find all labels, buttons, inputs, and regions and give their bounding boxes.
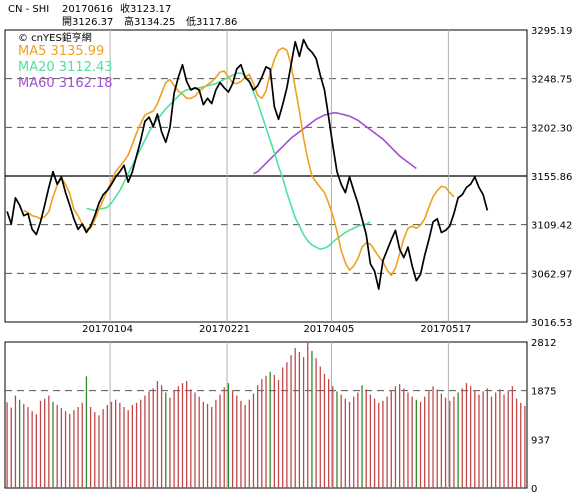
- low-label: 低3117.86: [186, 15, 237, 28]
- series-line-ma60: [253, 112, 417, 175]
- volume-y-tick: 0: [531, 484, 537, 495]
- volume-y-tick: 2812: [531, 338, 556, 349]
- watermark-text: © cnYES鉅亨網: [18, 31, 92, 44]
- legend-ma5: MA5 3135.99: [18, 44, 104, 59]
- volume-y-tick: 937: [531, 435, 550, 446]
- price-y-tick: 3109.42: [531, 221, 572, 232]
- symbol-label: CN - SHI: [8, 4, 49, 15]
- legend-ma20: MA20 3112.43: [18, 60, 113, 75]
- price-x-tick: 20170221: [199, 324, 250, 335]
- price-y-tick: 3062.97: [531, 269, 572, 280]
- price-y-tick: 3295.19: [531, 26, 572, 37]
- price-y-tick: 3248.75: [531, 75, 572, 86]
- volume-y-axis: 2812 1875 937 0: [531, 338, 556, 495]
- price-x-tick: 20170405: [303, 324, 354, 335]
- price-y-tick: 3016.53: [531, 318, 572, 329]
- price-x-tick: 20170104: [82, 324, 133, 335]
- legend-ma60: MA60 3162.18: [18, 76, 113, 91]
- price-y-tick: 3155.86: [531, 172, 572, 183]
- price-lines: [6, 38, 489, 290]
- volume-bars: [6, 342, 526, 488]
- close-label: 收3123.17: [120, 2, 171, 15]
- price-x-tick: 20170517: [420, 324, 471, 335]
- price-grid: [5, 30, 527, 322]
- price-y-tick: 3202.30: [531, 123, 572, 134]
- series-line-price: [6, 38, 489, 290]
- chart-header: CN - SHI 20170616 收3123.17 開3126.37 高313…: [8, 2, 237, 28]
- date-label: 20170616: [62, 4, 113, 15]
- volume-y-tick: 1875: [531, 387, 556, 398]
- open-label: 開3126.37: [62, 16, 113, 28]
- price-y-axis: 3295.19 3248.75 3202.30 3155.86 3109.42 3062.…: [531, 26, 572, 329]
- chart-legend: MA5 3135.99 MA20 3112.43 MA60 3162.18: [18, 44, 113, 91]
- volume-grid: [5, 342, 527, 488]
- high-label: 高3134.25: [124, 15, 175, 28]
- price-x-axis: 20170104 20170221 20170405 20170517: [82, 324, 471, 335]
